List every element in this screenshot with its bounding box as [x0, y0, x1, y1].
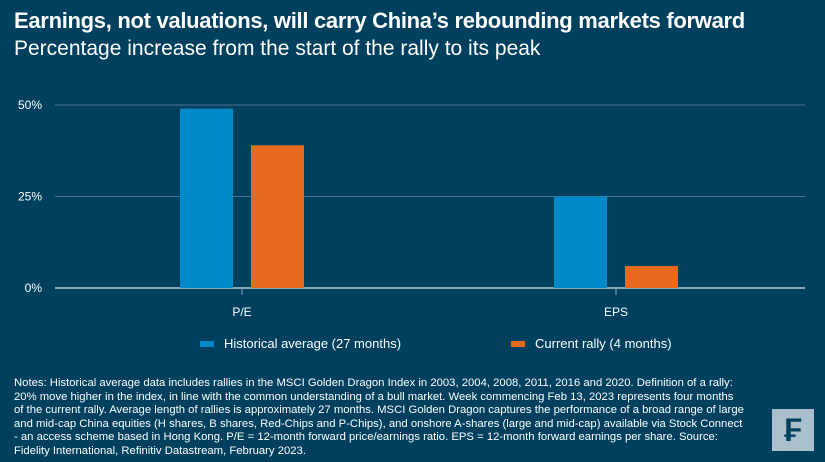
legend-swatch-historical — [200, 340, 214, 347]
bar-chart: 0% 25% 50% P/E EPS — [18, 98, 805, 319]
bar-current-pe — [251, 145, 304, 288]
y-tick-label: 25% — [18, 190, 42, 204]
bar-historical-pe — [180, 108, 233, 288]
x-tick-label: EPS — [604, 305, 628, 319]
y-tick-label: 0% — [25, 281, 43, 295]
legend-item-historical: Historical average (27 months) — [200, 336, 401, 351]
fidelity-logo: ₣ — [772, 409, 814, 451]
bar-current-eps — [625, 266, 678, 288]
chart-subtitle: Percentage increase from the start of th… — [14, 37, 541, 60]
legend-item-current: Current rally (4 months) — [511, 336, 672, 351]
legend-label-current: Current rally (4 months) — [535, 336, 672, 351]
chart-title: Earnings, not valuations, will carry Chi… — [14, 8, 745, 33]
footnotes: Notes: Historical average data includes … — [14, 377, 744, 457]
y-tick-label: 50% — [18, 98, 42, 112]
x-tick-label: P/E — [232, 305, 251, 319]
legend-label-historical: Historical average (27 months) — [224, 336, 402, 351]
bar-historical-eps — [554, 196, 607, 288]
legend-swatch-current — [511, 340, 525, 347]
